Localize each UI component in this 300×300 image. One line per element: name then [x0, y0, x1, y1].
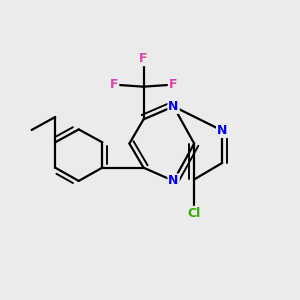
Text: N: N: [217, 124, 227, 137]
Text: F: F: [110, 78, 118, 91]
Text: Cl: Cl: [188, 207, 201, 220]
Text: N: N: [168, 174, 179, 188]
Text: F: F: [139, 52, 148, 65]
Text: N: N: [168, 100, 179, 113]
Text: F: F: [169, 78, 177, 91]
